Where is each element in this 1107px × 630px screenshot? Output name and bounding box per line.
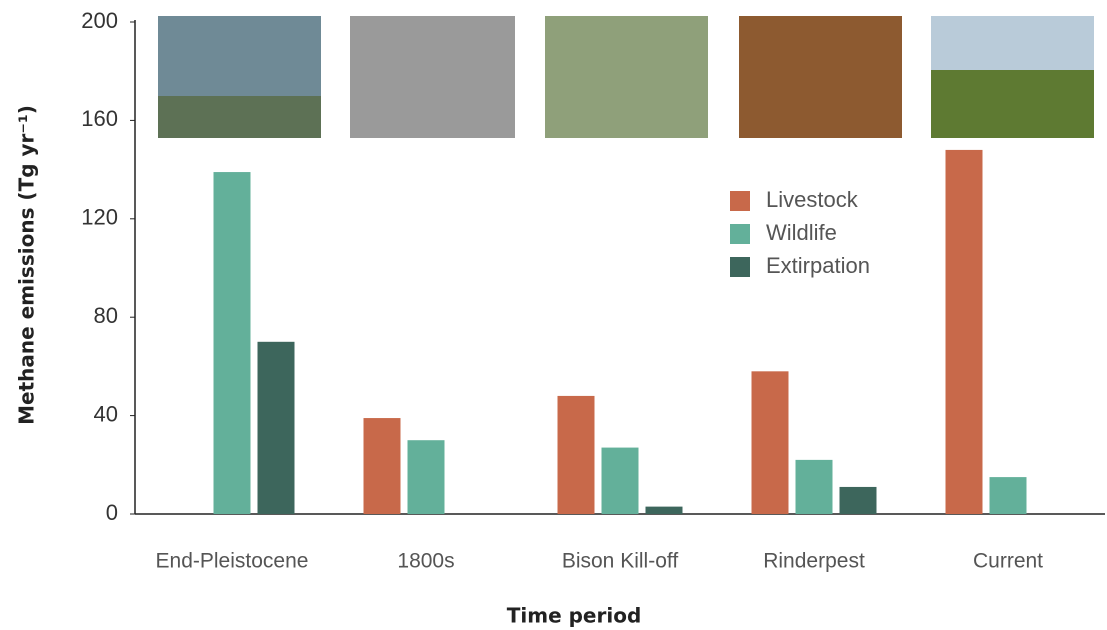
x-axis-title: Time period [507,604,642,628]
bar [989,477,1027,514]
photo-cattle [931,70,1094,138]
bar [557,395,595,514]
y-tick-label: 40 [94,401,118,426]
y-tick-label: 120 [81,205,118,230]
x-tick-label: 1800s [397,550,454,573]
photos [158,16,1094,138]
legend-label: Livestock [766,187,859,212]
bar [601,447,639,514]
y-axis-title: Methane emissions (Tg yr⁻¹) [15,105,39,425]
photo-zebra [739,16,902,138]
bar [363,418,401,514]
x-tick-label: Bison Kill-off [562,550,678,573]
y-tick-label: 200 [81,8,118,33]
legend-label: Wildlife [766,220,837,245]
photo-bison [545,16,708,138]
legend-swatch [730,257,750,277]
bar [407,440,445,514]
bar [751,371,789,514]
legend-swatch [730,191,750,211]
bar [645,506,683,514]
bar [839,486,877,514]
x-tick-label: Rinderpest [763,550,865,573]
bar [257,341,295,514]
x-tick-label: Current [973,550,1043,573]
photo-sky [931,16,1094,76]
bar [795,459,833,514]
y-tick-label: 160 [81,106,118,131]
legend-label: Extirpation [766,253,870,278]
photo-ground [158,96,321,138]
x-tick-label: End-Pleistocene [156,550,309,573]
bar [945,149,983,515]
y-tick-label: 0 [106,500,118,525]
legend-swatch [730,224,750,244]
y-tick-label: 80 [94,303,118,328]
bar [213,172,251,514]
photo-ox [350,16,515,138]
